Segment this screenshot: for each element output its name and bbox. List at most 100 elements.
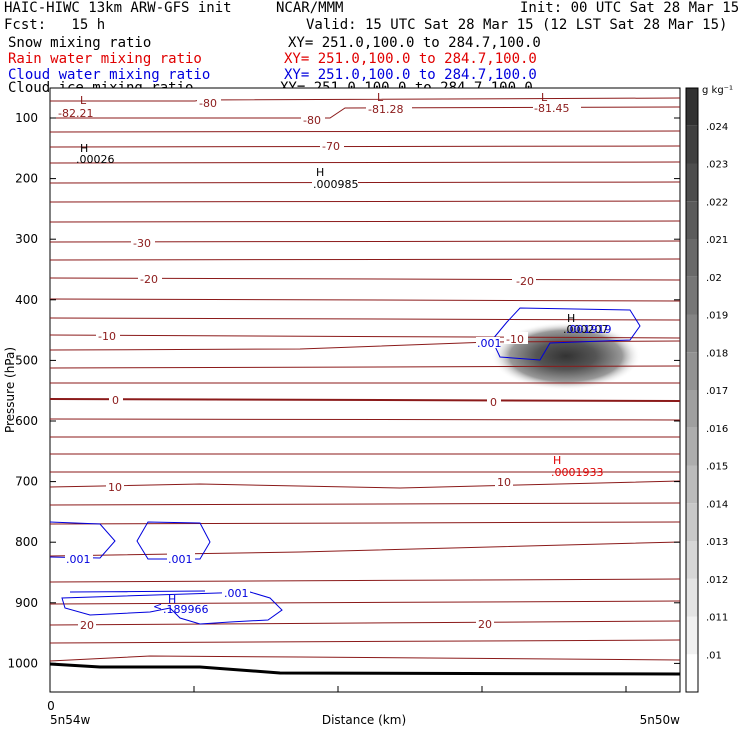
y-tick-label: 300 <box>15 232 38 246</box>
temperature-contours <box>49 97 681 662</box>
colorbar-label: .024 <box>706 122 728 133</box>
contour-label: 20 <box>478 618 492 631</box>
terrain-line <box>49 662 681 676</box>
field-rain-xy: XY= 251.0,100.0 to 284.7,100.0 <box>284 51 537 67</box>
colorbar-band <box>686 239 698 277</box>
field-snow-xy: XY= 251.0,100.0 to 284.7,100.0 <box>288 35 541 51</box>
isotherm-line <box>49 600 681 605</box>
isotherm-line <box>49 220 681 223</box>
y-axis-label: Pressure (hPa) <box>3 347 17 433</box>
contour-label: 10 <box>108 481 122 494</box>
cloud-water-labels: .001 .001 .001 .001 <box>65 337 502 600</box>
colorbar-band <box>686 541 698 579</box>
isotherm-line <box>49 639 681 644</box>
isotherm-line <box>50 106 681 119</box>
org-label: NCAR/MMM <box>276 0 344 16</box>
low-value: -82.21 <box>58 107 93 120</box>
y-tick-label: 500 <box>15 353 38 367</box>
contour-label: -10 <box>98 330 116 343</box>
field-cloudwater-name: Cloud water mixing ratio <box>8 67 211 83</box>
colorbar-band <box>686 654 698 692</box>
x-left-label: 5n54w <box>50 713 91 727</box>
y-tick-label: 200 <box>15 172 38 186</box>
y-tick-label: 600 <box>15 414 38 428</box>
colorbar-band <box>686 465 698 504</box>
colorbar-band <box>686 352 698 390</box>
colorbar-band <box>686 201 698 239</box>
high-marker: H <box>316 166 324 179</box>
cloud-water-label: .001 <box>477 337 502 350</box>
colorbar-band <box>686 503 698 541</box>
colorbar-band <box>686 427 698 466</box>
low-marker: L <box>541 91 548 104</box>
contour-label: 20 <box>80 619 94 632</box>
isotherm-line <box>49 502 681 506</box>
high-value: .001919 <box>566 323 612 336</box>
contour-label: -70 <box>322 140 340 153</box>
model-title: HAIC-HIWC 13km ARW-GFS init <box>4 0 232 16</box>
isotherm-line <box>49 130 681 133</box>
cloud-water-contour <box>491 307 641 361</box>
colorbar-band <box>686 314 698 353</box>
colorbar-label: .016 <box>706 424 728 435</box>
contour-label: 10 <box>497 476 511 489</box>
isotherm-line <box>49 480 681 489</box>
isotherm-line <box>49 200 681 203</box>
contour-label: -80 <box>199 97 217 110</box>
x-axis-ticks <box>193 686 627 692</box>
valid-time: Valid: 15 UTC Sat 28 Mar 15 (12 LST Sat … <box>306 17 728 33</box>
colorbar-label: .02 <box>706 273 722 284</box>
low-marker: L <box>377 91 384 104</box>
cloud-water-label: .001 <box>224 587 249 600</box>
colorbar-label: .014 <box>706 499 728 510</box>
isotherm-line <box>49 365 681 369</box>
y-tick-label: 100 <box>15 111 38 125</box>
contour-label: -80 <box>303 114 321 127</box>
colorbar-band <box>686 125 698 164</box>
contour-label: -20 <box>516 275 534 288</box>
colorbar-label: .021 <box>706 235 728 246</box>
field-cloudwater-xy: XY= 251.0,100.0 to 284.7,100.0 <box>284 67 537 83</box>
isotherm-line <box>49 317 681 321</box>
high-value: .000985 <box>313 178 359 191</box>
y-tick-label: 400 <box>15 293 38 307</box>
colorbar-band <box>686 578 698 617</box>
low-value: -81.28 <box>368 103 403 116</box>
colorbar-label: .023 <box>706 160 728 171</box>
x-right-label: 5n50w <box>640 713 681 727</box>
colorbar-label: .013 <box>706 537 728 548</box>
contour-label: -20 <box>140 273 158 286</box>
contour-label: -30 <box>133 237 151 250</box>
contour-label: 0 <box>490 396 497 409</box>
high-value: .00026 <box>76 153 115 166</box>
isotherm-line <box>49 418 681 421</box>
x-tick-label: 0 <box>47 699 55 713</box>
colorbar-band <box>686 276 698 315</box>
colorbar-label: .017 <box>706 386 728 397</box>
cloud-water-contour <box>61 590 283 625</box>
low-arrow: < <box>153 600 162 613</box>
colorbar-band <box>686 88 698 126</box>
high-value: .189966 <box>163 603 209 616</box>
colorbar-band <box>686 390 698 428</box>
field-snow-name: Snow mixing ratio <box>8 35 152 51</box>
high-marker: H <box>80 142 88 155</box>
cloud-ice-shading <box>491 322 641 390</box>
high-marker: H <box>168 593 176 606</box>
isotherm-line <box>49 521 681 525</box>
y-tick-label: 800 <box>15 535 38 549</box>
isotherm-line <box>49 258 681 261</box>
cloud-water-label: .001 <box>168 553 193 566</box>
isotherm-line <box>49 298 681 302</box>
colorbar-label: .018 <box>706 348 728 359</box>
forecast-hour: Fcst: 15 h <box>4 17 106 33</box>
isotherm-line <box>49 334 681 339</box>
init-time: Init: 00 UTC Sat 28 Mar 15 <box>520 0 740 16</box>
colorbar-label: .01 <box>706 650 722 661</box>
colorbar-label: .011 <box>706 613 728 624</box>
colorbar-label: .019 <box>706 311 728 322</box>
colorbar-band <box>686 163 698 202</box>
cloud-water-label: .001 <box>66 553 91 566</box>
